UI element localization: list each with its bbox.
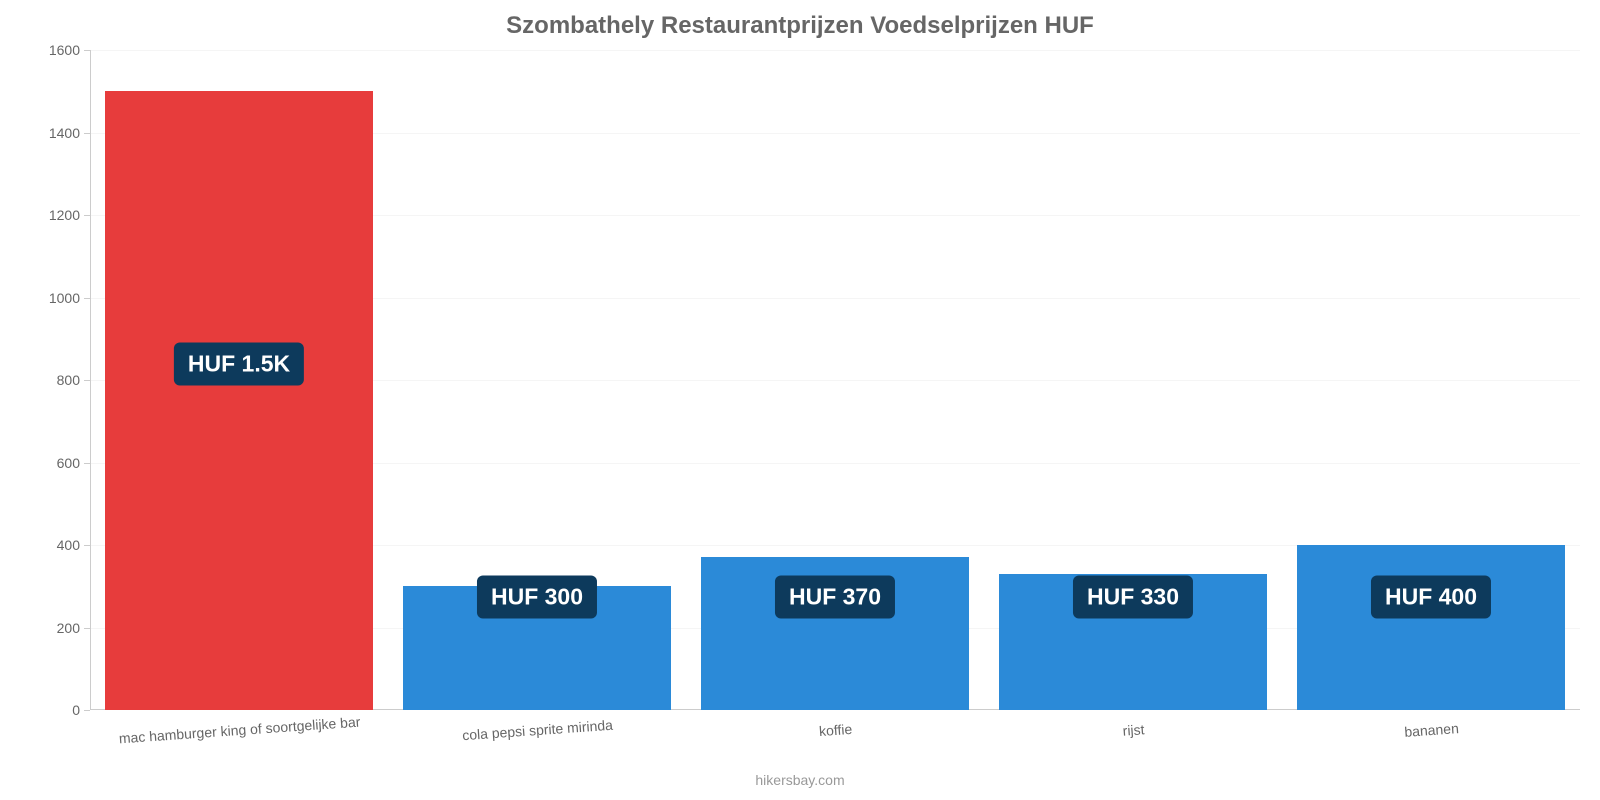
data-label: HUF 300 [477, 575, 597, 618]
bar [105, 91, 373, 710]
x-tick-label: cola pepsi sprite mirinda [462, 717, 614, 743]
attribution-text: hikersbay.com [0, 772, 1600, 788]
x-tick-label: bananen [1404, 720, 1459, 740]
x-tick-label: rijst [1122, 721, 1145, 738]
y-tick-label: 400 [40, 537, 80, 553]
y-tick-label: 600 [40, 455, 80, 471]
y-tick-label: 1400 [40, 125, 80, 141]
data-label: HUF 400 [1371, 575, 1491, 618]
x-tick-label: mac hamburger king of soortgelijke bar [118, 714, 361, 747]
data-label: HUF 1.5K [174, 342, 304, 385]
data-label: HUF 330 [1073, 575, 1193, 618]
chart-title: Szombathely Restaurantprijzen Voedselpri… [0, 0, 1600, 40]
y-tick-mark [84, 710, 90, 711]
y-tick-label: 1200 [40, 207, 80, 223]
bar [1297, 545, 1565, 710]
y-tick-label: 200 [40, 620, 80, 636]
y-tick-label: 0 [40, 702, 80, 718]
y-axis-line [90, 50, 91, 710]
x-tick-label: koffie [818, 721, 852, 739]
y-tick-label: 800 [40, 372, 80, 388]
data-label: HUF 370 [775, 575, 895, 618]
y-tick-label: 1600 [40, 42, 80, 58]
y-tick-label: 1000 [40, 290, 80, 306]
gridline [90, 50, 1580, 51]
chart-plot-area: 02004006008001000120014001600HUF 1.5Kmac… [90, 50, 1580, 710]
